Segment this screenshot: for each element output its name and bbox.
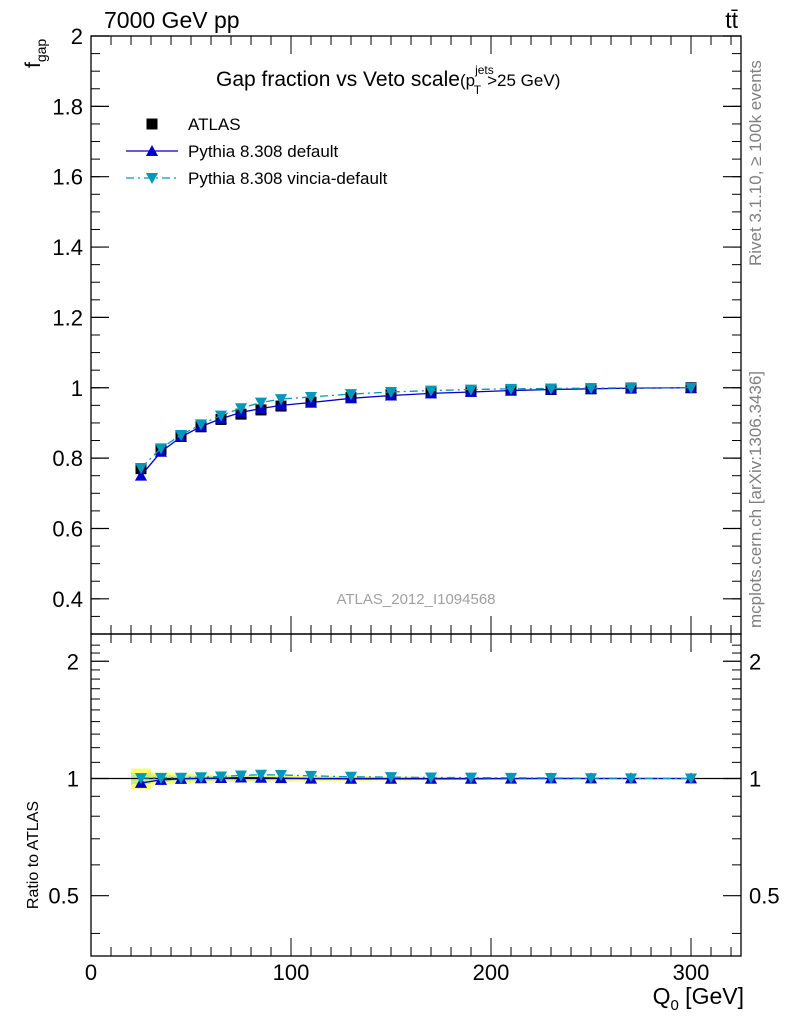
ratio-point-pythia-8-308-vincia-default <box>214 771 228 783</box>
ratio-tick-label-right: 2 <box>749 649 761 674</box>
y-tick-label: 1 <box>71 376 83 401</box>
data-point-pythia-8-308-vincia-default <box>424 385 438 397</box>
series-line-pythia-8-308-vincia-default <box>140 387 691 469</box>
y-axis-label-main: f <box>22 62 45 68</box>
legend-marker-atlas <box>146 118 158 130</box>
ratio-point-pythia-8-308-vincia-default <box>384 772 398 784</box>
ratio-point-pythia-8-308-vincia-default <box>234 770 248 782</box>
ratio-point-pythia-8-308-vincia-default <box>684 773 698 785</box>
y-tick-label: 1.8 <box>52 94 83 119</box>
data-point-pythia-8-308-vincia-default <box>464 384 478 396</box>
data-point-pythia-8-308-vincia-default <box>274 394 288 406</box>
y-tick-label: 1.2 <box>52 305 83 330</box>
ratio-point-pythia-8-308-vincia-default <box>544 773 558 785</box>
legend: ATLAS Pythia 8.308 default Pythia 8.308 vi… <box>126 115 388 188</box>
ratio-point-pythia-8-308-vincia-default <box>194 772 208 784</box>
data-point-pythia-8-308-vincia-default <box>154 443 168 455</box>
x-tick-label: 200 <box>473 960 510 985</box>
ratio-point-pythia-8-308-vincia-default <box>504 772 518 784</box>
main-title-suffix-close: >25 GeV) <box>487 71 560 90</box>
ratio-point-pythia-8-308-vincia-default <box>304 770 318 782</box>
y-tick-label: 0.4 <box>52 587 83 612</box>
data-point-pythia-8-308-vincia-default <box>194 419 208 431</box>
y-axis-label-sub: gap <box>33 39 49 63</box>
data-point-pythia-8-308-vincia-default <box>214 410 228 422</box>
data-point-pythia-8-308-vincia-default <box>344 389 358 401</box>
main-panel: 0.4 0.6 0.8 1 1.2 1.4 1.6 1.8 2 <box>52 24 742 635</box>
data-point-pythia-8-308-vincia-default <box>684 382 698 394</box>
legend-marker-pythia-8-308-default <box>145 144 159 156</box>
ratio-point-pythia-8-308-vincia-default <box>174 772 188 784</box>
ratio-point-pythia-8-308-vincia-default <box>424 772 438 784</box>
data-point-pythia-8-308-vincia-default <box>254 397 268 409</box>
energy-label: 7000 GeV pp <box>104 7 240 33</box>
main-title-text: Gap fraction vs Veto scale <box>216 68 460 91</box>
series-line-pythia-8-308-default <box>140 387 692 477</box>
data-point-pythia-8-308-vincia-default <box>584 383 598 395</box>
rivet-label: Rivet 3.1.10, ≥ 100k events <box>746 60 765 266</box>
x-tick-label: 0 <box>85 960 97 985</box>
ratio-point-pythia-8-308-vincia-default <box>464 772 478 784</box>
ratio-tick-label-right: 0.5 <box>749 884 780 909</box>
data-point-pythia-8-308-vincia-default <box>134 463 148 475</box>
y-axis-label: fgap <box>22 39 49 68</box>
main-title-sub: T <box>474 83 482 97</box>
main-title-suffix-open: (p <box>460 71 475 90</box>
x-axis-label-sub: 0 <box>670 997 678 1014</box>
data-point-pythia-8-308-vincia-default <box>504 383 518 395</box>
ratio-tick-label-left: 1 <box>67 766 79 791</box>
data-point-pythia-8-308-vincia-default <box>234 403 248 415</box>
data-point-pythia-8-308-vincia-default <box>544 383 558 395</box>
main-title: Gap fraction vs Veto scale(pjets T >25 GeV… <box>216 63 560 97</box>
x-tick-label: 100 <box>273 960 310 985</box>
y-tick-label: 1.4 <box>52 235 83 260</box>
ratio-tick-label-left: 0.5 <box>48 884 79 909</box>
x-axis-label-unit: [GeV] <box>679 983 744 1009</box>
ratio-point-pythia-8-308-vincia-default <box>624 773 638 785</box>
legend-label-pythia-8-308-vincia-default: Pythia 8.308 vincia-default <box>188 169 388 188</box>
analysis-watermark: ATLAS_2012_I1094568 <box>336 591 495 608</box>
y-tick-label: 2 <box>71 24 83 49</box>
main-title-sup: jets <box>474 63 494 77</box>
data-point-pythia-8-308-vincia-default <box>304 391 318 403</box>
ratio-panel-frame <box>90 633 742 957</box>
ratio-point-pythia-8-308-vincia-default <box>584 773 598 785</box>
x-tick-label: 300 <box>673 960 710 985</box>
process-label: tt̄ <box>725 7 738 33</box>
y-tick-label: 0.8 <box>52 446 83 471</box>
ratio-line-pythia-8-308-vincia-default <box>140 774 692 780</box>
y-tick-label: 0.6 <box>52 516 83 541</box>
legend-marker-pythia-8-308-vincia-default <box>145 173 159 185</box>
mcplots-label: mcplots.cern.ch [arXiv:1306.3436] <box>746 371 765 628</box>
ratio-point-pythia-8-308-vincia-default <box>154 772 168 784</box>
ratio-point-pythia-8-308-vincia-default <box>344 771 358 783</box>
legend-label-pythia-8-308-default: Pythia 8.308 default <box>188 142 339 161</box>
ratio-point-pythia-8-308-vincia-default <box>254 769 268 781</box>
x-axis-label: Q0 [GeV] <box>653 983 744 1014</box>
ratio-axis-label: Ratio to ATLAS <box>25 801 42 909</box>
ratio-panel: 0.5 0.5 1 1 2 2 <box>48 633 780 957</box>
data-point-pythia-8-308-default <box>134 469 148 481</box>
ratio-tick-label-right: 1 <box>749 766 761 791</box>
ratio-tick-label-left: 2 <box>67 649 79 674</box>
data-point-pythia-8-308-vincia-default <box>384 387 398 399</box>
y-tick-label: 1.6 <box>52 165 83 190</box>
x-axis-label-main: Q <box>653 983 671 1009</box>
ratio-point-pythia-8-308-vincia-default <box>134 773 148 785</box>
data-point-pythia-8-308-vincia-default <box>624 382 638 394</box>
data-point-pythia-8-308-vincia-default <box>174 429 188 441</box>
legend-label-atlas: ATLAS <box>188 115 241 134</box>
ratio-point-pythia-8-308-vincia-default <box>274 769 288 781</box>
